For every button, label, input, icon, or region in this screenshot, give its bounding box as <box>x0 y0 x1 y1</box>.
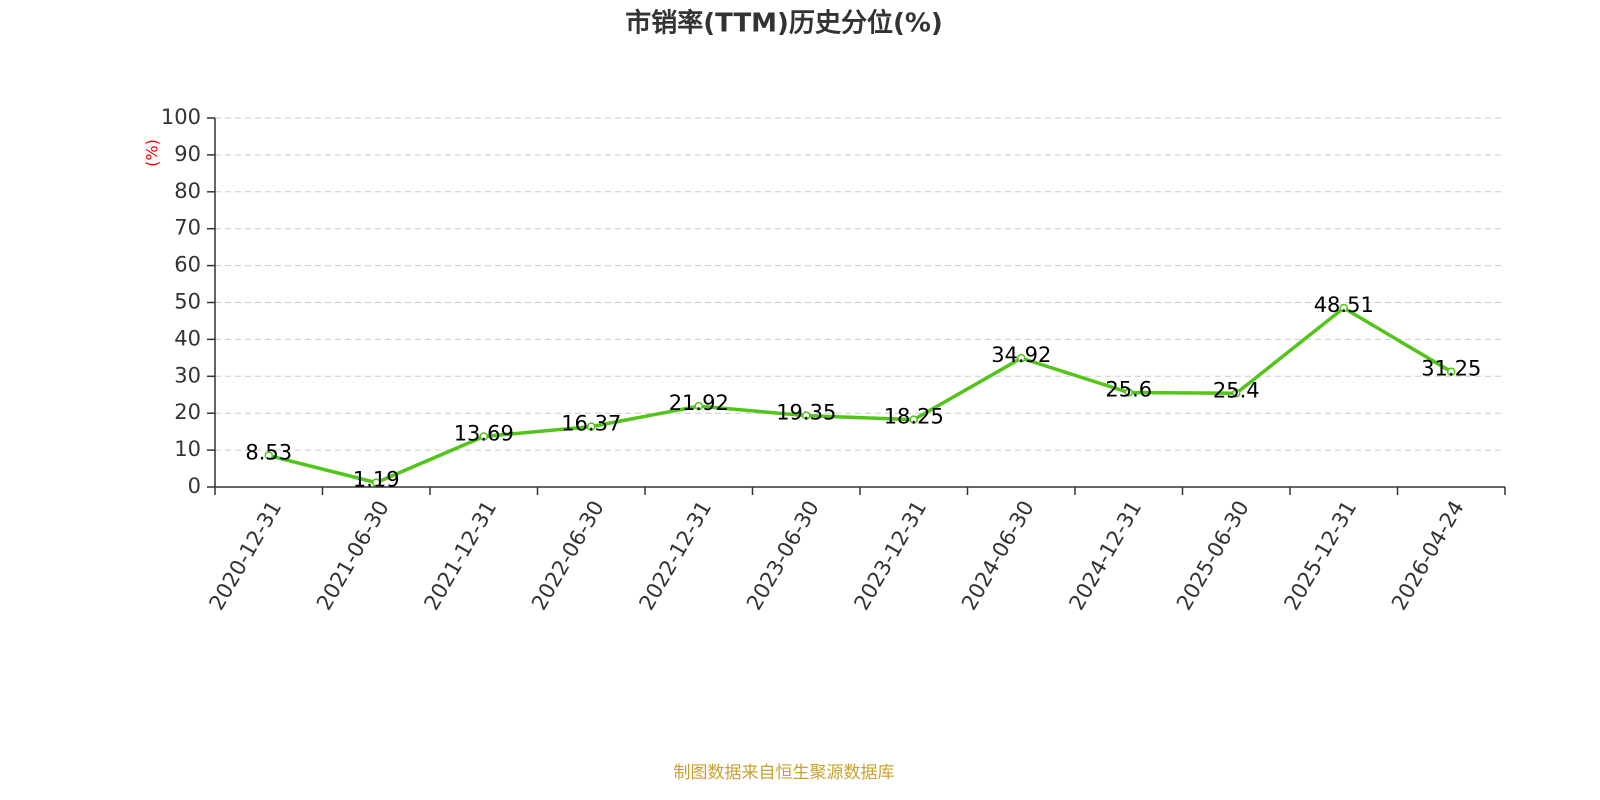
point <box>802 411 811 420</box>
y-tick-label: 100 <box>161 105 201 129</box>
point <box>1447 367 1456 376</box>
data-label: 25.6 <box>1105 378 1152 402</box>
point <box>264 451 273 460</box>
y-tick-label: 0 <box>188 474 201 498</box>
x-tick-label: 2023-06-30 <box>742 497 824 615</box>
x-tick-label: 2022-12-31 <box>634 497 716 615</box>
x-tick-label: 2024-06-30 <box>957 497 1039 615</box>
point <box>1232 389 1241 398</box>
x-tick-label: 2020-12-31 <box>204 497 286 615</box>
data-label: 16.37 <box>561 412 621 436</box>
point <box>479 432 488 441</box>
point <box>587 422 596 431</box>
x-tick-label: 2023-12-31 <box>849 497 931 615</box>
chart-title: 市销率(TTM)历史分位(%) <box>625 8 943 39</box>
x-tick-label: 2026-04-24 <box>1387 497 1469 615</box>
y-tick-label: 10 <box>174 437 201 461</box>
data-label: 1.19 <box>353 468 400 492</box>
x-tick-label: 2025-12-31 <box>1279 497 1361 615</box>
y-tick-label: 30 <box>174 363 201 387</box>
y-tick-label: 20 <box>174 400 201 424</box>
point <box>1339 303 1348 313</box>
data-label: 13.69 <box>454 421 514 445</box>
data-label: 21.92 <box>669 391 729 415</box>
x-tick-label: 2024-12-31 <box>1064 497 1146 615</box>
y-axis-label: (%) <box>143 139 162 167</box>
y-tick-label: 60 <box>174 253 201 277</box>
point <box>1124 388 1133 397</box>
data-label: 19.35 <box>776 401 836 425</box>
y-tick-label: 50 <box>174 290 201 314</box>
point <box>1017 353 1026 363</box>
y-tick-label: 80 <box>174 179 201 203</box>
y-tick-label: 90 <box>174 142 201 166</box>
y-tick-label: 40 <box>174 326 201 350</box>
source-note: 制图数据来自恒生聚源数据库 <box>674 763 895 783</box>
x-tick-label: 2021-12-31 <box>419 497 501 615</box>
y-tick-label: 70 <box>174 216 201 240</box>
data-label: 48.51 <box>1314 293 1374 317</box>
line <box>268 305 1453 485</box>
point <box>909 415 918 424</box>
x-tick-label: 2025-06-30 <box>1172 497 1254 615</box>
data-label: 18.25 <box>884 405 944 429</box>
point <box>372 478 381 487</box>
data-label: 31.25 <box>1421 357 1481 381</box>
data-label: 34.92 <box>991 343 1051 367</box>
x-tick-label: 2021-06-30 <box>312 497 394 615</box>
x-tick-label: 2022-06-30 <box>527 497 609 615</box>
point <box>694 401 703 411</box>
data-label: 25.4 <box>1213 378 1260 402</box>
data-label: 8.53 <box>245 441 292 465</box>
